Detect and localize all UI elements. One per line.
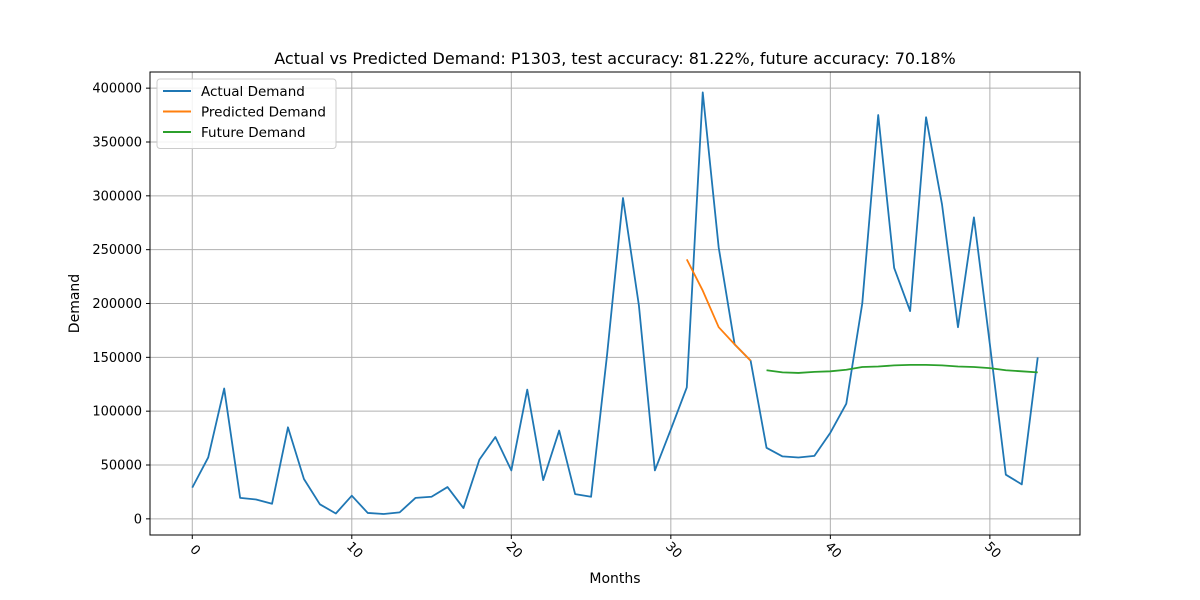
x-axis-label: Months bbox=[589, 571, 640, 587]
series-line-actual-demand bbox=[191, 91, 1039, 515]
legend-label: Actual Demand bbox=[201, 84, 305, 100]
legend: Actual Demand Predicted Demand Future Dema… bbox=[156, 78, 337, 149]
legend-label: Predicted Demand bbox=[201, 105, 326, 121]
y-tick-label: 0 bbox=[134, 512, 142, 527]
y-tick-label: 200000 bbox=[92, 297, 142, 312]
grid bbox=[150, 72, 1080, 535]
y-tick-label: 150000 bbox=[92, 351, 142, 366]
series-line-future-demand bbox=[766, 363, 1038, 374]
series-lines bbox=[191, 91, 1039, 515]
y-tick-label: 250000 bbox=[92, 243, 142, 258]
y-tick-label: 350000 bbox=[92, 135, 142, 150]
series-line-predicted-demand bbox=[685, 258, 752, 362]
y-tick-label: 400000 bbox=[92, 82, 142, 97]
y-tick-label: 50000 bbox=[101, 459, 142, 474]
y-tick-label: 300000 bbox=[92, 189, 142, 204]
legend-label: Future Demand bbox=[201, 125, 306, 141]
chart-title: Actual vs Predicted Demand: P1303, test … bbox=[274, 49, 956, 68]
legend-box bbox=[156, 78, 337, 149]
y-tick-label: 100000 bbox=[92, 405, 142, 420]
y-axis-label: Demand bbox=[67, 274, 83, 333]
